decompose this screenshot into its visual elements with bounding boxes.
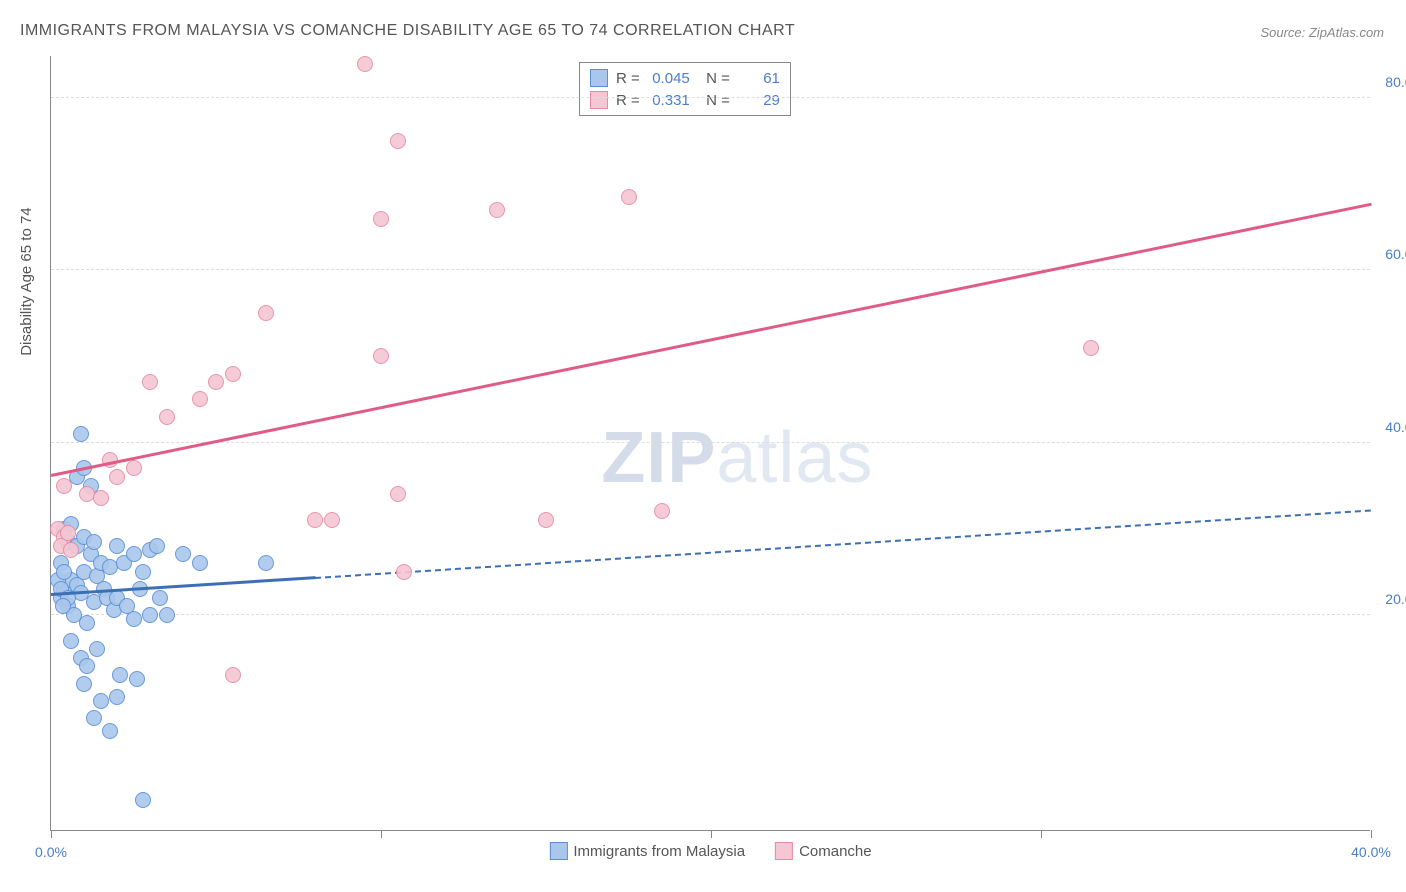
data-point: [373, 211, 389, 227]
data-point: [109, 469, 125, 485]
data-point: [86, 534, 102, 550]
legend-swatch: [775, 842, 793, 860]
data-point: [112, 667, 128, 683]
data-point: [390, 486, 406, 502]
legend-label: Comanche: [799, 843, 872, 860]
legend-row: R = 0.331 N = 29: [590, 89, 780, 111]
data-point: [135, 564, 151, 580]
x-tick-label: 0.0%: [35, 844, 67, 860]
x-tick: [1041, 830, 1042, 838]
x-tick-label: 40.0%: [1351, 844, 1391, 860]
legend-swatch: [549, 842, 567, 860]
data-point: [56, 478, 72, 494]
correlation-legend: R = 0.045 N = 61 R = 0.331 N = 29: [579, 62, 791, 116]
legend-swatch: [590, 91, 608, 109]
legend-item: Comanche: [775, 842, 872, 860]
y-tick-label: 80.0%: [1375, 74, 1406, 90]
x-tick: [381, 830, 382, 838]
data-point: [149, 538, 165, 554]
y-tick-label: 60.0%: [1375, 246, 1406, 262]
data-point: [79, 615, 95, 631]
data-point: [93, 693, 109, 709]
data-point: [373, 348, 389, 364]
data-point: [357, 56, 373, 72]
data-point: [56, 564, 72, 580]
data-point: [86, 710, 102, 726]
legend-n-label: N =: [698, 92, 730, 109]
data-point: [109, 538, 125, 554]
series-legend: Immigrants from Malaysia Comanche: [549, 842, 871, 860]
data-point: [621, 189, 637, 205]
data-point: [307, 512, 323, 528]
legend-r-label: R =: [616, 70, 640, 87]
data-point: [126, 546, 142, 562]
data-point: [208, 374, 224, 390]
data-point: [129, 671, 145, 687]
gridline: [51, 97, 1370, 98]
data-point: [93, 490, 109, 506]
data-point: [225, 366, 241, 382]
data-point: [55, 598, 71, 614]
data-point: [119, 598, 135, 614]
data-point: [396, 564, 412, 580]
data-point: [654, 503, 670, 519]
x-tick: [51, 830, 52, 838]
data-point: [390, 133, 406, 149]
data-point: [76, 676, 92, 692]
y-axis-label: Disability Age 65 to 74: [18, 207, 35, 355]
data-point: [102, 723, 118, 739]
legend-r-label: R =: [616, 92, 640, 109]
source-attribution: Source: ZipAtlas.com: [1260, 25, 1384, 40]
legend-n-value: 61: [738, 70, 780, 87]
data-point: [109, 689, 125, 705]
scatter-plot-area: ZIPatlas R =0.045 N =61R =0.331 N =29 Im…: [50, 56, 1370, 831]
data-point: [225, 667, 241, 683]
y-tick-label: 40.0%: [1375, 419, 1406, 435]
gridline: [51, 269, 1370, 270]
data-point: [538, 512, 554, 528]
data-point: [159, 409, 175, 425]
data-point: [175, 546, 191, 562]
legend-n-value: 29: [738, 92, 780, 109]
data-point: [126, 460, 142, 476]
data-point: [152, 590, 168, 606]
legend-swatch: [590, 69, 608, 87]
data-point: [489, 202, 505, 218]
trend-line: [51, 203, 1371, 477]
data-point: [89, 641, 105, 657]
legend-r-value: 0.045: [648, 70, 690, 87]
data-point: [258, 555, 274, 571]
legend-n-label: N =: [698, 70, 730, 87]
legend-r-value: 0.331: [648, 92, 690, 109]
watermark: ZIPatlas: [601, 417, 873, 499]
data-point: [79, 658, 95, 674]
data-point: [1083, 340, 1099, 356]
data-point: [63, 542, 79, 558]
data-point: [192, 555, 208, 571]
legend-label: Immigrants from Malaysia: [573, 843, 745, 860]
data-point: [142, 607, 158, 623]
x-tick: [1371, 830, 1372, 838]
data-point: [135, 792, 151, 808]
chart-title: IMMIGRANTS FROM MALAYSIA VS COMANCHE DIS…: [20, 22, 795, 40]
data-point: [192, 391, 208, 407]
data-point: [142, 374, 158, 390]
data-point: [73, 426, 89, 442]
data-point: [60, 525, 76, 541]
data-point: [258, 305, 274, 321]
gridline: [51, 614, 1370, 615]
legend-row: R = 0.045 N = 61: [590, 67, 780, 89]
data-point: [159, 607, 175, 623]
y-tick-label: 20.0%: [1375, 591, 1406, 607]
x-tick: [711, 830, 712, 838]
legend-item: Immigrants from Malaysia: [549, 842, 745, 860]
gridline: [51, 442, 1370, 443]
trend-line: [315, 509, 1371, 579]
data-point: [63, 633, 79, 649]
data-point: [324, 512, 340, 528]
